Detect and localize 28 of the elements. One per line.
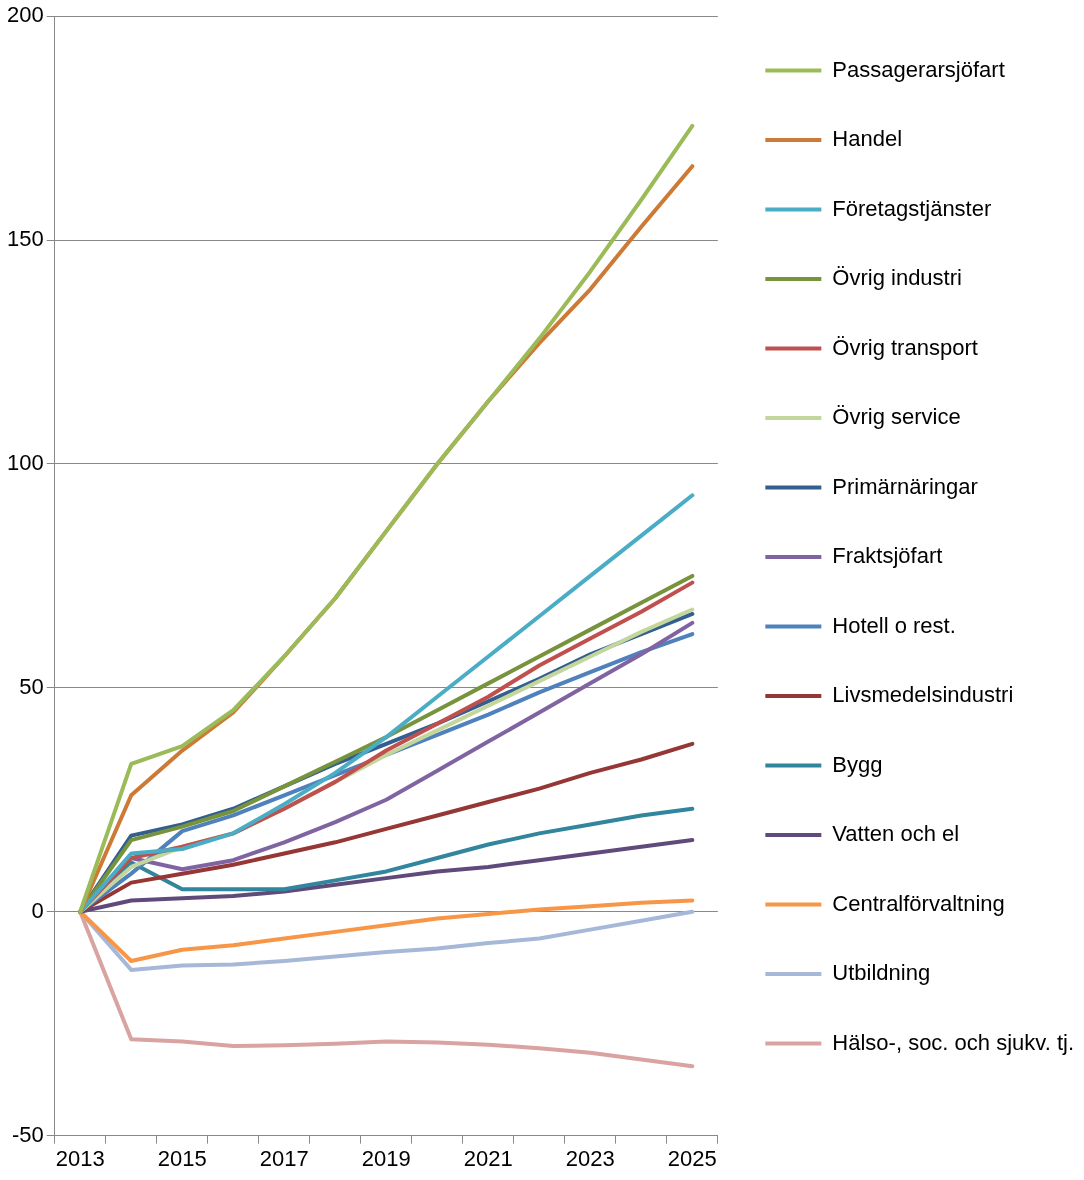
- x-tick-label: 2019: [361, 1145, 411, 1171]
- legend-label: Övrig service: [832, 404, 961, 430]
- legend-label: Centralförvaltning: [832, 890, 1005, 916]
- legend-label: Övrig industri: [832, 265, 962, 291]
- legend-label: Bygg: [832, 751, 883, 777]
- legend-label: Företagstjänster: [832, 195, 992, 221]
- legend-label: Hälso-, soc. och sjukv. tj.: [832, 1029, 1074, 1055]
- x-tick-label: 2013: [55, 1145, 105, 1171]
- y-tick-label: 50: [19, 673, 44, 699]
- legend-label: Primärnäringar: [832, 473, 978, 499]
- legend-label: Handel: [832, 126, 903, 152]
- legend-label: Hotell o rest.: [832, 612, 956, 638]
- y-tick-label: -50: [11, 1121, 44, 1147]
- y-tick-label: 100: [6, 450, 44, 476]
- legend-label: Övrig transport: [832, 334, 978, 360]
- x-tick-label: 2015: [157, 1145, 207, 1171]
- y-tick-label: 0: [31, 897, 44, 923]
- x-tick-label: 2023: [565, 1145, 615, 1171]
- x-tick-label: 2017: [259, 1145, 309, 1171]
- y-tick-label: 150: [6, 226, 44, 252]
- x-tick-label: 2021: [463, 1145, 513, 1171]
- legend-label: Livsmedelsindustri: [832, 682, 1014, 708]
- legend-label: Fraktsjöfart: [832, 543, 943, 569]
- y-tick-label: 200: [6, 2, 44, 28]
- legend-label: Passagerarsjöfart: [832, 56, 1005, 82]
- x-tick-label: 2025: [667, 1145, 717, 1171]
- legend-label: Vatten och el: [832, 821, 960, 847]
- legend-label: Utbildning: [832, 960, 931, 986]
